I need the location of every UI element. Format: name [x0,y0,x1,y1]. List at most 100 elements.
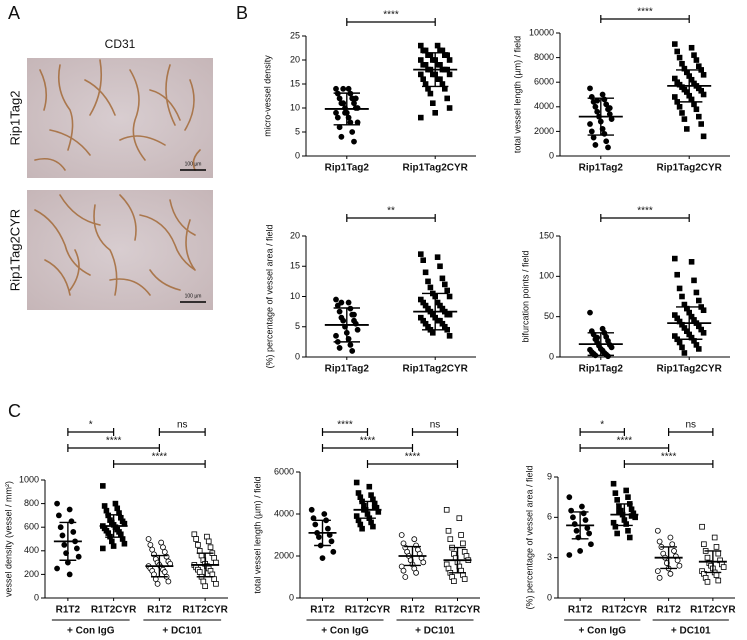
data-point [441,86,448,92]
significance-bracket [579,428,625,436]
data-point [321,511,328,517]
y-tick-label: 800 [24,498,39,508]
y-tick-label: 600 [24,522,39,532]
significance-label: ns [685,420,696,431]
y-axis-label: micro-vessel density [262,55,272,137]
data-point [191,531,198,538]
data-point [352,95,359,102]
data-point [679,110,685,116]
significance-bracket [321,444,414,452]
data-point [195,542,201,548]
data-point [202,583,208,589]
data-point [679,293,685,300]
y-tick-label: 9 [547,471,552,481]
data-point [333,296,339,303]
data-point [59,532,66,539]
data-point [579,503,585,510]
data-point [444,287,450,294]
data-point [676,104,683,110]
data-point [417,251,424,257]
data-point [417,71,424,78]
data-point [608,344,615,351]
y-axis-label: vessel density (vessel / mm²) [3,481,13,597]
data-point [599,91,606,98]
x-tick-label: R1T2 [310,605,335,616]
data-point [57,524,64,531]
data-point [425,278,431,285]
data-point [446,293,453,300]
data-point [417,42,424,49]
y-tick-label: 2000 [534,126,554,136]
data-point [345,85,352,92]
data-point [447,536,454,542]
data-point [605,144,611,151]
y-tick-label: 4000 [274,508,294,518]
data-point [667,534,674,541]
data-point [446,105,453,111]
significance-label: ns [430,420,441,431]
significance-bracket [411,428,459,436]
data-point [594,97,601,104]
data-point [623,487,629,494]
data-point [656,574,663,581]
significance-label: **** [637,206,653,217]
data-point [328,538,335,545]
data-point [427,284,434,291]
row-label: Rip1Tag2 [7,91,22,146]
image-title: CD31 [105,37,136,51]
data-point [570,514,576,521]
data-point [592,103,599,110]
data-point [353,479,360,486]
y-tick-label: 5 [295,126,300,136]
data-point [588,541,594,548]
data-point [605,353,611,360]
data-point [165,578,172,585]
data-point [679,60,685,67]
data-point [704,554,711,561]
group-label: + Con IgG [579,626,627,637]
data-point [439,47,446,54]
y-tick-label: 6000 [534,77,554,87]
data-point [333,332,339,339]
data-point [696,113,702,120]
data-point [720,564,727,570]
data-point [674,271,680,278]
x-tick-label: R1T2CYR [345,605,391,616]
y-tick-label: 200 [24,569,39,579]
data-point [427,52,434,58]
y-tick-label: 10 [290,291,300,301]
data-point [441,281,448,288]
data-point [349,348,356,354]
data-point [75,553,82,560]
x-tick-label: R1T2 [147,605,172,616]
data-point [672,94,678,100]
row-label: Rip1Tag2CYR [7,209,22,291]
x-tick-label: R1T2CYR [182,605,228,616]
data-point [614,530,620,537]
data-point [351,100,357,107]
data-point [676,54,683,61]
significance-bracket [67,428,115,436]
significance-bracket [321,428,369,436]
data-point [587,85,593,92]
x-tick-label: Rip1Tag2CYR [657,364,723,375]
data-point [606,105,613,111]
data-point [676,285,683,292]
data-point [420,257,426,263]
y-tick-label: 6000 [274,466,294,476]
y-tick-label: 6 [547,512,552,522]
data-point [674,557,681,564]
data-point [584,525,591,531]
data-point [628,513,635,519]
data-point [672,255,678,262]
data-point [458,532,464,538]
data-point [204,533,210,540]
data-point [211,555,217,561]
x-tick-label: Rip1Tag2CYR [403,364,469,375]
data-point [681,350,688,356]
data-point [336,308,343,315]
data-point [587,309,593,316]
data-point [654,568,661,575]
data-point [672,41,678,47]
data-point [612,523,619,530]
